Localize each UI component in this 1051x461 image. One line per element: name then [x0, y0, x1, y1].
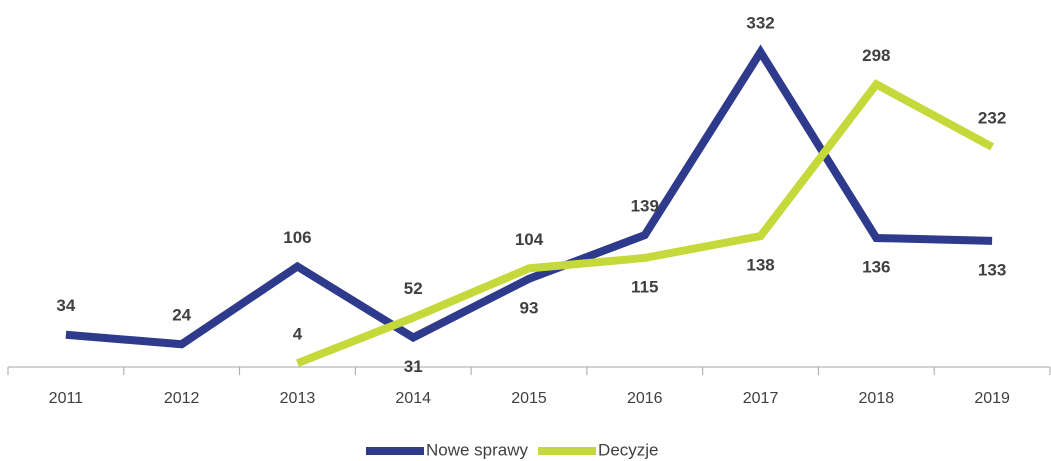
data-label: 31: [404, 357, 423, 376]
series-line: [65, 44, 993, 349]
x-tick-label: 2014: [395, 390, 431, 407]
data-label: 133: [978, 260, 1006, 279]
legend-label: Nowe sprawy: [426, 440, 529, 459]
x-tick-label: 2017: [743, 390, 779, 407]
data-label: 232: [978, 108, 1006, 127]
x-tick-label: 2018: [859, 390, 895, 407]
x-tick-label: 2012: [164, 390, 200, 407]
data-label: 52: [404, 279, 423, 298]
data-label: 138: [746, 256, 774, 275]
x-tick-label: 2015: [511, 390, 547, 407]
data-label: 104: [515, 230, 544, 249]
data-label: 298: [862, 46, 890, 65]
data-label: 93: [520, 298, 539, 317]
data-label: 24: [172, 306, 191, 325]
x-tick-label: 2013: [280, 390, 316, 407]
data-label: 332: [746, 14, 774, 33]
data-label: 136: [862, 257, 890, 276]
data-label: 34: [56, 296, 75, 315]
data-label: 106: [283, 228, 311, 247]
data-label: 139: [631, 197, 659, 216]
series-line: [295, 79, 995, 367]
data-label: 115: [631, 277, 658, 296]
x-tick-label: 2016: [627, 390, 663, 407]
x-tick-label: 2011: [49, 390, 84, 407]
legend-label: Decyzje: [598, 440, 658, 459]
data-label: 4: [293, 325, 303, 344]
x-tick-label: 2019: [974, 390, 1010, 407]
